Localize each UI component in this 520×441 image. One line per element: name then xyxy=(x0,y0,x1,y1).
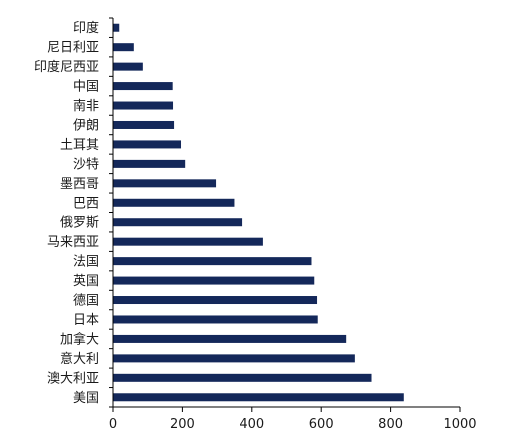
category-label: 英国 xyxy=(73,274,99,289)
bar-印度 xyxy=(113,23,120,32)
category-label: 印度 xyxy=(73,20,99,36)
category-label: 墨西哥 xyxy=(60,177,99,192)
bar-澳大利亚 xyxy=(113,373,372,382)
bar-墨西哥 xyxy=(113,179,217,188)
bar-英国 xyxy=(113,276,315,285)
category-label: 美国 xyxy=(73,391,99,406)
bar-法国 xyxy=(113,257,312,266)
category-label: 巴西 xyxy=(73,196,99,211)
bar-南非 xyxy=(113,101,174,110)
category-label: 中国 xyxy=(73,80,99,95)
bar-日本 xyxy=(113,315,318,324)
x-tick-label: 200 xyxy=(170,417,195,432)
bar-沙特 xyxy=(113,159,186,168)
category-label: 德国 xyxy=(73,294,99,309)
x-tick-label: 400 xyxy=(239,417,264,432)
category-label: 土耳其 xyxy=(60,138,99,153)
category-label: 尼日利亚 xyxy=(47,41,99,56)
bar-伊朗 xyxy=(113,120,175,129)
x-tick-label: 1000 xyxy=(443,417,476,432)
bar-美国 xyxy=(113,393,404,402)
bar-俄罗斯 xyxy=(113,218,243,227)
x-tick-label: 0 xyxy=(109,417,117,432)
category-label: 澳大利亚 xyxy=(47,370,99,386)
bar-德国 xyxy=(113,296,318,305)
category-label: 日本 xyxy=(73,313,99,328)
category-label: 马来西亚 xyxy=(47,235,99,250)
bar-中国 xyxy=(113,82,173,91)
category-label: 南非 xyxy=(73,98,99,114)
x-tick-label: 800 xyxy=(378,417,403,432)
bar-尼日利亚 xyxy=(113,43,134,52)
category-label: 伊朗 xyxy=(73,118,99,133)
category-label: 意大利 xyxy=(60,351,99,367)
bar-意大利 xyxy=(113,354,355,363)
category-label: 法国 xyxy=(73,255,99,270)
bar-加拿大 xyxy=(113,334,347,343)
category-label: 加拿大 xyxy=(60,331,99,347)
category-label: 印度尼西亚 xyxy=(34,59,99,75)
bar-巴西 xyxy=(113,198,235,207)
category-label: 俄罗斯 xyxy=(60,216,99,231)
bar-印度尼西亚 xyxy=(113,62,143,71)
category-label: 沙特 xyxy=(73,157,99,172)
bar-土耳其 xyxy=(113,140,182,149)
bar-马来西亚 xyxy=(113,237,263,246)
x-tick-label: 600 xyxy=(309,417,334,432)
